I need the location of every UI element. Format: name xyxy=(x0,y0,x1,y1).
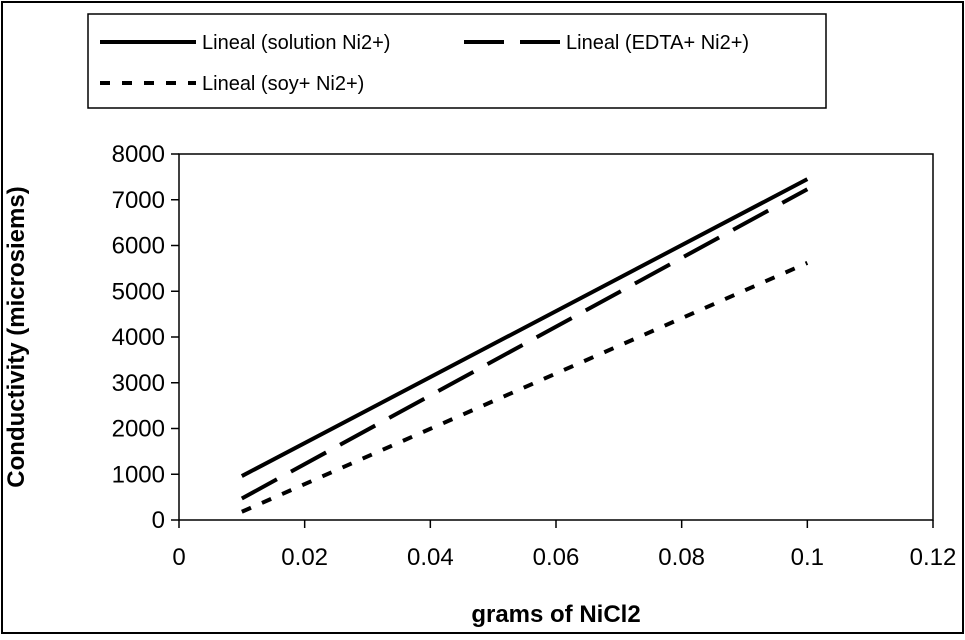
plot-area xyxy=(178,153,934,521)
x-tick-label: 0.04 xyxy=(407,544,454,571)
x-tick-label: 0.12 xyxy=(910,544,957,571)
legend-item-solution: Lineal (solution Ni2+) xyxy=(100,32,390,54)
legend: Lineal (solution Ni2+) Lineal (EDTA+ Ni2… xyxy=(87,13,827,109)
series-line-3 xyxy=(241,261,809,514)
y-tick-label: 4000 xyxy=(112,324,165,351)
x-tick-label: 0.08 xyxy=(658,544,705,571)
y-tick-label: 5000 xyxy=(112,278,165,305)
x-tick-label: 0.06 xyxy=(533,544,580,571)
y-tick-label: 0 xyxy=(152,507,165,534)
x-axis-title: grams of NiCl2 xyxy=(471,601,640,628)
series-group xyxy=(240,177,809,514)
x-ticks: 0 0.02 0.04 0.06 0.08 0.1 0.12 xyxy=(172,520,956,571)
legend-label-solution: Lineal (solution Ni2+) xyxy=(202,32,390,54)
y-tick-label: 3000 xyxy=(112,370,165,397)
y-tick-label: 2000 xyxy=(112,416,165,443)
y-tick-label: 1000 xyxy=(112,461,165,488)
legend-item-edta: Lineal (EDTA+ Ni2+) xyxy=(464,32,749,54)
legend-label-soy: Lineal (soy+ Ni2+) xyxy=(202,73,364,95)
x-tick-label: 0 xyxy=(172,544,185,571)
y-axis-title: Conductivity (microsiems) xyxy=(3,186,30,487)
x-tick-label: 0.02 xyxy=(281,544,328,571)
x-tick-label: 0.1 xyxy=(791,544,824,571)
legend-box xyxy=(87,13,827,109)
y-tick-label: 8000 xyxy=(112,141,165,168)
y-tick-label: 7000 xyxy=(112,187,165,214)
y-ticks: 0 1000 2000 3000 4000 5000 6000 7000 8000 xyxy=(112,141,179,534)
legend-item-soy: Lineal (soy+ Ni2+) xyxy=(100,73,364,95)
y-tick-label: 6000 xyxy=(112,233,165,260)
series-line-1 xyxy=(240,177,809,478)
series-line-2 xyxy=(240,187,809,501)
legend-label-edta: Lineal (EDTA+ Ni2+) xyxy=(566,32,749,54)
